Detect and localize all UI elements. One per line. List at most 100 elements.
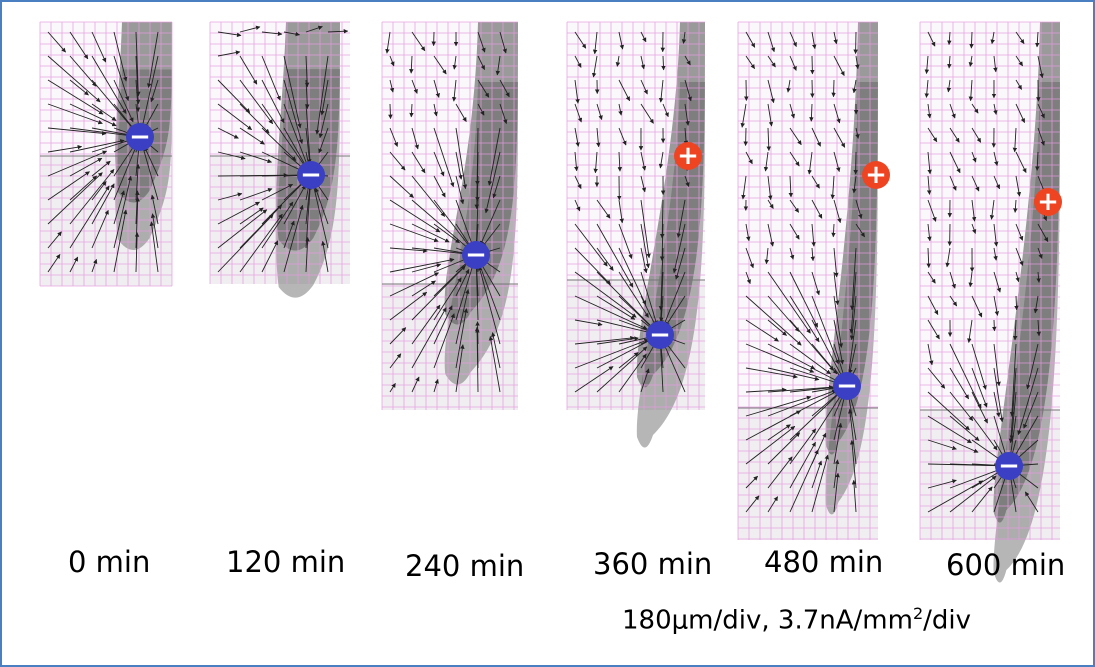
negative-pole-marker xyxy=(297,161,325,189)
current-arrow xyxy=(789,271,819,328)
current-arrow xyxy=(617,151,623,172)
current-arrow xyxy=(949,391,974,421)
negative-pole-sign: − xyxy=(465,240,487,270)
current-arrow xyxy=(217,151,246,160)
current-arrow xyxy=(140,55,159,131)
current-arrow xyxy=(767,456,793,489)
current-arrow xyxy=(320,79,329,116)
current-arrow xyxy=(261,201,294,249)
current-arrow xyxy=(574,335,635,345)
current-arrow xyxy=(574,175,582,189)
current-arrow xyxy=(849,295,857,341)
current-arrow xyxy=(833,55,845,77)
current-arrow xyxy=(993,343,1001,387)
current-arrow xyxy=(596,337,656,369)
current-arrow xyxy=(283,103,310,170)
current-arrow xyxy=(433,127,455,188)
current-arrow xyxy=(971,199,977,222)
current-arrow xyxy=(69,139,125,153)
current-arrow xyxy=(451,79,457,102)
current-arrow xyxy=(411,280,436,297)
current-arrow xyxy=(767,199,774,209)
current-arrow xyxy=(1035,151,1040,171)
current-arrow xyxy=(474,326,480,393)
current-arrow xyxy=(283,31,300,37)
current-arrow xyxy=(433,305,453,345)
current-arrow xyxy=(618,103,623,116)
current-arrow xyxy=(949,127,960,143)
current-arrow xyxy=(927,199,937,222)
current-arrow xyxy=(491,332,501,369)
current-arrow xyxy=(833,31,838,45)
current-arrow xyxy=(488,335,501,393)
current-arrow xyxy=(495,55,501,76)
current-arrow xyxy=(833,151,841,173)
current-arrow xyxy=(968,271,973,288)
current-arrow xyxy=(789,441,816,489)
current-arrow xyxy=(658,247,664,311)
current-arrow xyxy=(1037,55,1044,79)
current-arrow xyxy=(640,223,651,269)
current-arrow xyxy=(1026,343,1039,390)
current-arrow xyxy=(239,25,261,33)
current-arrow xyxy=(949,367,969,400)
current-arrow xyxy=(1015,103,1025,123)
current-arrow xyxy=(807,151,813,175)
current-arrow xyxy=(69,79,89,96)
current-arrow xyxy=(455,103,467,122)
current-arrow xyxy=(91,160,111,177)
current-arrow xyxy=(261,31,283,36)
current-arrow xyxy=(658,79,664,103)
current-arrow xyxy=(1015,151,1027,174)
current-arrow xyxy=(574,338,649,369)
current-arrow xyxy=(47,254,61,273)
current-arrow xyxy=(217,79,251,113)
current-arrow xyxy=(926,175,932,195)
current-arrow xyxy=(91,79,137,133)
current-arrow xyxy=(411,307,447,369)
current-arrow xyxy=(927,439,957,451)
current-arrow xyxy=(745,223,751,242)
current-arrow xyxy=(452,55,457,70)
current-arrow xyxy=(767,319,787,336)
current-arrow xyxy=(69,256,79,273)
current-arrow xyxy=(1012,127,1018,153)
time-label-2: 240 min xyxy=(405,549,525,583)
current-arrow xyxy=(1008,367,1017,444)
current-arrow xyxy=(261,178,308,225)
current-arrow xyxy=(91,209,109,249)
current-arrow xyxy=(1015,271,1020,283)
current-arrow xyxy=(833,343,846,378)
current-arrow xyxy=(789,103,796,119)
current-arrow xyxy=(789,31,797,47)
current-arrow xyxy=(1024,491,1039,513)
current-arrow xyxy=(596,336,639,345)
current-arrow xyxy=(831,223,836,238)
current-arrow xyxy=(1015,223,1024,241)
current-arrow xyxy=(135,190,140,225)
current-arrow xyxy=(411,304,441,345)
current-arrow xyxy=(971,223,977,234)
current-arrow xyxy=(809,103,814,122)
current-arrow xyxy=(924,55,930,75)
current-arrow xyxy=(47,172,103,225)
current-arrow xyxy=(767,223,775,247)
current-arrow xyxy=(477,265,501,345)
current-arrow xyxy=(574,127,580,147)
current-arrow xyxy=(852,79,857,94)
current-arrow xyxy=(1037,103,1045,119)
current-arrow xyxy=(455,175,465,205)
current-arrow xyxy=(455,289,470,345)
current-arrow xyxy=(144,103,159,129)
current-arrow xyxy=(1037,223,1049,243)
positive-pole-sign: + xyxy=(865,160,887,190)
current-arrow xyxy=(499,103,508,125)
current-arrow xyxy=(411,127,419,150)
current-arrows xyxy=(574,31,692,393)
current-arrow xyxy=(926,247,931,269)
negative-pole-marker xyxy=(126,123,154,151)
current-arrow xyxy=(433,313,455,369)
current-arrow xyxy=(789,199,800,213)
panel-2: − xyxy=(381,21,518,410)
current-arrow xyxy=(455,260,476,321)
